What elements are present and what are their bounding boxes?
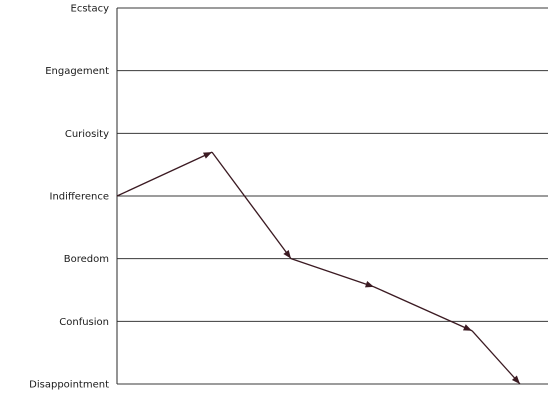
journey-arrowhead-5: [511, 375, 520, 384]
level-label-ecstacy: Ecstacy: [71, 4, 110, 15]
journey-segment-3: [290, 258, 375, 288]
journey-segment-4: [373, 286, 473, 332]
level-label-engagement: Engagement: [45, 66, 109, 77]
journey-arrowhead-3: [365, 281, 374, 288]
journey-arrowhead-4: [463, 324, 472, 331]
level-label-curiosity: Curiosity: [65, 129, 109, 140]
journey-line: [116, 151, 521, 385]
journey-arrowhead-1: [203, 152, 212, 159]
journey-arrowhead-2: [283, 249, 291, 259]
level-label-boredom: Boredom: [64, 254, 109, 265]
level-labels: Disappointment Confusion Boredom Indifferen…: [29, 4, 109, 391]
journey-segment-5: [471, 330, 521, 385]
journey-segment-1: [116, 151, 213, 197]
level-label-confusion: Confusion: [59, 317, 109, 328]
level-label-disappointment: Disappointment: [29, 380, 109, 391]
level-label-indifference: Indifference: [50, 192, 110, 203]
grid-lines: [117, 7, 548, 385]
journey-segment-2: [211, 151, 292, 260]
